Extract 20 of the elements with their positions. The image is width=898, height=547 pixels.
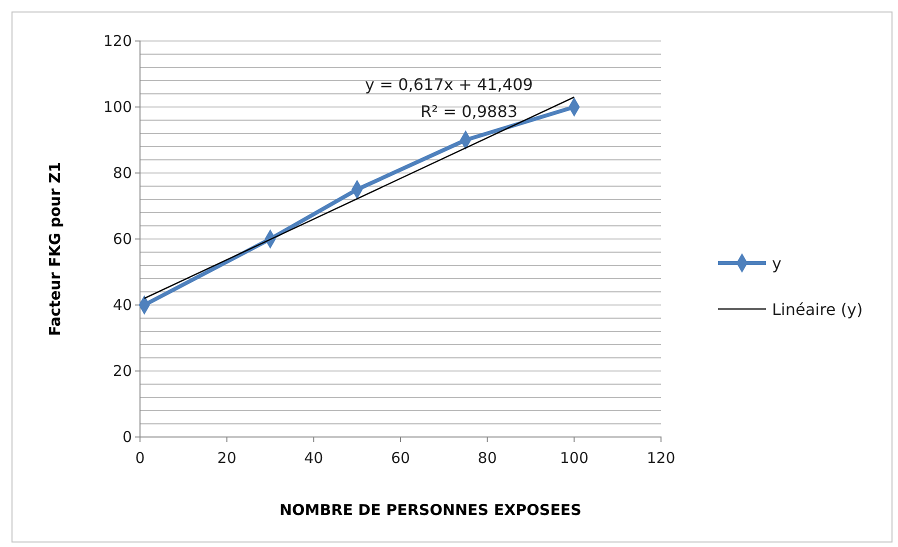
x-tick-label: 120: [646, 449, 676, 467]
x-tick-label: 80: [478, 449, 497, 467]
x-tick-label: 100: [560, 449, 588, 467]
x-tick-label: 40: [304, 449, 324, 467]
x-tick-label: 60: [390, 449, 410, 467]
y-tick-label: 80: [112, 164, 132, 182]
y-tick-label: 20: [112, 362, 132, 380]
annotation: y = 0,617x + 41,409: [365, 75, 533, 94]
y-tick-label: 100: [103, 98, 132, 116]
x-tick-label: 20: [217, 449, 236, 467]
annotation: R² = 0,9883: [420, 102, 518, 121]
legend-label: Linéaire (y): [772, 300, 863, 319]
y-tick-label: 40: [112, 296, 132, 314]
legend-label: y: [772, 254, 782, 273]
y-tick-label: 120: [103, 32, 132, 50]
y-axis-title: Facteur FKG pour Z1: [46, 162, 64, 336]
y-tick-label: 0: [122, 428, 132, 446]
x-tick-label: 0: [135, 449, 145, 467]
x-axis-title: NOMBRE DE PERSONNES EXPOSEES: [280, 501, 582, 519]
y-tick-label: 60: [112, 230, 132, 248]
